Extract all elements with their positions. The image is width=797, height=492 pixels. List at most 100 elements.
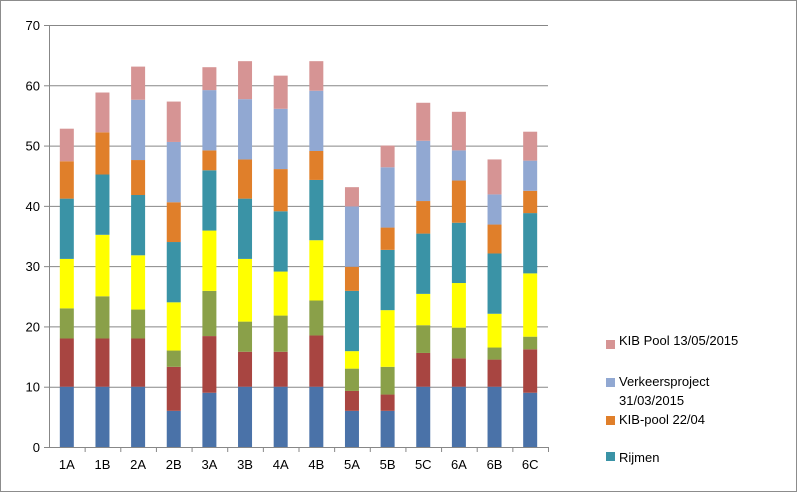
bar-segment: [273, 169, 288, 212]
legend-label: Verkeersproject 31/03/2015: [619, 374, 710, 408]
bar-segment: [309, 335, 324, 387]
y-tick-label: 70: [26, 18, 40, 33]
bar-segment: [238, 258, 253, 322]
bar-segment: [273, 75, 288, 109]
bar-segment: [380, 310, 395, 367]
bar-segment: [344, 206, 359, 267]
bar-segment: [451, 327, 466, 359]
x-tick-label: 4B: [308, 457, 324, 472]
gridlines: [49, 25, 548, 388]
bar-segment: [344, 266, 359, 291]
bar-segment: [166, 350, 181, 367]
bar-segment: [451, 386, 466, 447]
bar-segment: [523, 190, 538, 214]
x-tick-label: 5C: [415, 457, 432, 472]
bar-segment: [95, 132, 110, 175]
bar-segment: [59, 258, 74, 309]
bar-segment: [344, 187, 359, 207]
bar-segment: [131, 99, 146, 161]
x-tick-label: 2A: [130, 457, 146, 472]
bar-segment: [238, 61, 253, 100]
bar-segment: [487, 359, 502, 387]
bar-segment: [202, 290, 217, 337]
bar-segment: [166, 141, 181, 203]
bar-segment: [273, 315, 288, 352]
bar-segment: [416, 293, 431, 326]
bar-segment: [487, 159, 502, 195]
bar-segment: [523, 213, 538, 274]
bar-segment: [273, 211, 288, 272]
bar-segment: [451, 283, 466, 328]
y-tick-label: 10: [26, 380, 40, 395]
bar-segment: [451, 358, 466, 387]
bar-segment: [95, 174, 110, 235]
bar-segment: [380, 410, 395, 447]
bar-segment: [238, 99, 253, 160]
bar-segment: [309, 61, 324, 91]
legend-swatch: [606, 452, 615, 461]
bar-segment: [273, 386, 288, 447]
bar-segment: [202, 90, 217, 151]
bar-segment: [166, 410, 181, 447]
bar-segment: [238, 198, 253, 259]
y-tick-label: 20: [26, 319, 40, 334]
bar-segment: [273, 108, 288, 170]
bar-segment: [273, 271, 288, 316]
legend: KIB Pool 13/05/2015 Verkeersproject 31/03/…: [606, 333, 738, 465]
bar-segment: [487, 194, 502, 225]
bar-segment: [380, 394, 395, 411]
bar-segment: [202, 67, 217, 91]
bar-segment: [416, 140, 431, 202]
y-axis-ticks: 0 10 20 30 40 50 60 70: [26, 18, 40, 455]
bar-segment: [523, 131, 538, 161]
bar-segment: [166, 302, 181, 351]
bar-segment: [238, 386, 253, 447]
bar-segment: [344, 390, 359, 411]
bar-segment: [523, 160, 538, 191]
bar-segment: [451, 150, 466, 181]
bar-segment: [451, 180, 466, 223]
bar-segment: [95, 338, 110, 387]
x-tick-label: 3B: [237, 457, 253, 472]
bar-segment: [131, 160, 146, 196]
x-tick-label: 3A: [201, 457, 217, 472]
bar-segment: [416, 201, 431, 234]
bar-segment: [487, 347, 502, 360]
axes: [44, 25, 549, 452]
bar-segment: [59, 161, 74, 199]
y-tick-label: 40: [26, 199, 40, 214]
y-tick-label: 60: [26, 78, 40, 93]
x-tick-label: 1A: [59, 457, 75, 472]
bar-segment: [59, 338, 74, 387]
bar-segment: [238, 351, 253, 387]
bar-segment: [523, 273, 538, 337]
bar-segment: [380, 167, 395, 228]
bar-segment: [59, 386, 74, 447]
bar-segment: [202, 230, 217, 291]
bar-segment: [238, 321, 253, 352]
legend-swatch: [606, 378, 615, 387]
bar-segment: [131, 255, 146, 310]
bar-segment: [523, 349, 538, 393]
y-tick-label: 50: [26, 139, 40, 154]
bar-segment: [202, 170, 217, 231]
bar-segment: [166, 101, 181, 142]
bar-segment: [487, 313, 502, 348]
bar-segment: [59, 308, 74, 339]
bar-segment: [344, 351, 359, 369]
bar-segment: [487, 386, 502, 447]
bar-segment: [380, 249, 395, 311]
bar-segment: [380, 145, 395, 168]
x-tick-label: 2B: [166, 457, 182, 472]
bar-segment: [344, 290, 359, 352]
bar-segment: [487, 253, 502, 314]
bar-segment: [202, 150, 217, 171]
bars: [59, 61, 538, 447]
x-axis-ticks: 1A 1B 2A 2B 3A 3B 4A 4B 5A 5B 5C 6A 6B 6C: [59, 457, 539, 472]
bar-segment: [380, 366, 395, 395]
bar-segment: [131, 386, 146, 447]
bar-segment: [59, 198, 74, 259]
bar-segment: [416, 325, 431, 353]
bar-segment: [95, 296, 110, 339]
